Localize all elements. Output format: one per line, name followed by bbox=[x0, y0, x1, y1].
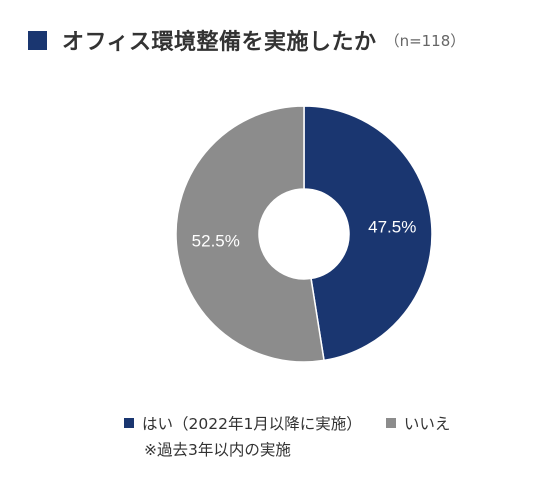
donut-chart: 47.5% 52.5% bbox=[168, 104, 440, 364]
donut-slice-yes bbox=[303, 105, 433, 362]
donut-chart-svg: 47.5% 52.5% bbox=[175, 105, 433, 363]
legend-label-yes: はい（2022年1月以降に実施） bbox=[142, 415, 362, 433]
chart-title: オフィス環境整備を実施したか bbox=[62, 30, 377, 55]
sample-size-note: （n=118） bbox=[384, 31, 466, 50]
legend-item-yes: はい（2022年1月以降に実施） bbox=[124, 412, 362, 434]
chart-title-row: オフィス環境整備を実施したか （n=118） bbox=[28, 24, 465, 56]
legend-label-no: いいえ bbox=[403, 415, 451, 433]
donut-slice-no bbox=[175, 105, 325, 363]
legend: はい（2022年1月以降に実施） いいえ ※過去3年以内の実施 bbox=[124, 412, 474, 460]
legend-swatch-no bbox=[385, 418, 396, 428]
legend-item-no: いいえ bbox=[385, 412, 451, 434]
legend-footnote: ※過去3年以内の実施 bbox=[144, 441, 291, 459]
legend-swatch-yes bbox=[124, 418, 134, 428]
data-label-no: 52.5% bbox=[192, 231, 240, 250]
legend-row: はい（2022年1月以降に実施） いいえ bbox=[124, 412, 474, 434]
title-square-icon bbox=[28, 30, 47, 50]
data-label-yes: 47.5% bbox=[368, 218, 416, 237]
